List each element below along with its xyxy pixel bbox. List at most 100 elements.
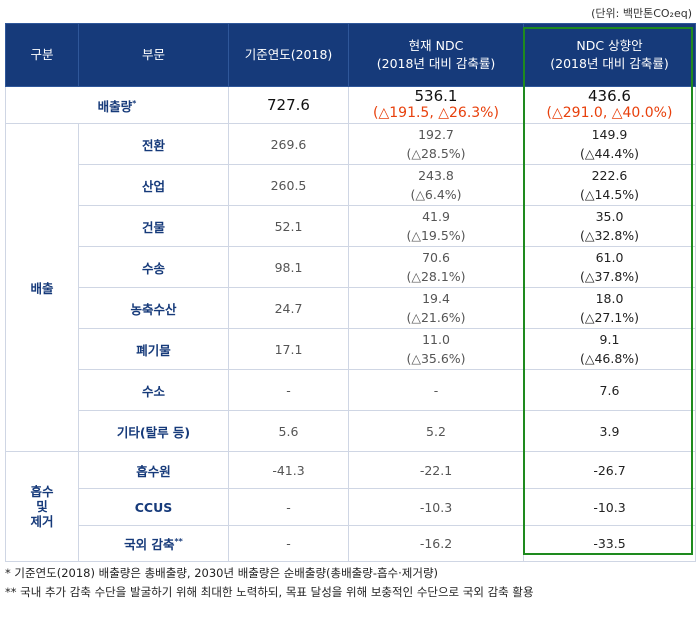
current-rate: (△28.1%) (406, 269, 466, 284)
sector-label: CCUS (78, 488, 229, 526)
sector-label: 산업 (78, 164, 229, 206)
current-value: -10.3 (348, 488, 524, 526)
raised-value: 3.9 (523, 410, 696, 452)
header-current-subtitle: (2018년 대비 감축률) (376, 56, 496, 71)
header-sector: 부문 (78, 23, 229, 87)
raised-cell: 9.1 (△46.8%) (523, 328, 696, 370)
table-row-total: 배출량* 727.6 536.1 (△191.5, △26.3%) 436.6 … (5, 86, 696, 124)
raised-cell: 61.0 (△37.8%) (523, 246, 696, 288)
table-row: 흡수 및 제거 흡수원 -41.3 -22.1 -26.7 (5, 451, 696, 562)
base-value: 5.6 (228, 410, 349, 452)
table-row: 건물 52.1 41.9 (△19.5%) 35.0 (△32.8%) (6, 205, 696, 247)
raised-rate: (△27.1%) (579, 310, 640, 325)
total-raised-rate: (△291.0, △40.0%) (546, 105, 673, 121)
current-rate: (△21.6%) (406, 310, 466, 325)
footnotes: * 기준연도(2018) 배출량은 총배출량, 2030년 배출량은 순배출량(… (5, 564, 534, 602)
table-row: 폐기물 17.1 11.0 (△35.6%) 9.1 (△46.8%) (6, 328, 696, 370)
sector-label: 국외 감축 (124, 537, 175, 552)
absorption-label-line: 및 (36, 499, 48, 514)
current-value: 5.2 (348, 410, 524, 452)
raised-value: -26.7 (523, 451, 696, 489)
raised-value: 222.6 (591, 168, 628, 183)
base-value: 269.6 (228, 123, 349, 165)
table-row: 배출 전환 269.6 192.7 (△28.5%) 149.9 (△44.4%) (5, 123, 696, 452)
header-raised-title: NDC 상향안 (576, 38, 643, 53)
raised-value: 149.9 (591, 127, 628, 142)
current-cell: 243.8 (△6.4%) (348, 164, 524, 206)
header-current-ndc: 현재 NDC (2018년 대비 감축률) (348, 23, 524, 87)
total-base: 727.6 (228, 86, 349, 124)
current-value: 41.9 (422, 209, 450, 224)
raised-value: 18.0 (595, 291, 624, 306)
raised-rate: (△14.5%) (579, 187, 640, 202)
table-header-row: 구분 부문 기준연도(2018) 현재 NDC (2018년 대비 감축률) N… (5, 23, 696, 87)
raised-cell: 35.0 (△32.8%) (523, 205, 696, 247)
base-value: 24.7 (228, 287, 349, 329)
table-row: 국외 감축** - -16.2 -33.5 (6, 525, 696, 562)
total-current-cell: 536.1 (△191.5, △26.3%) (348, 86, 524, 124)
header-raised-ndc: NDC 상향안 (2018년 대비 감축률) (523, 23, 696, 87)
raised-rate: (△46.8%) (579, 351, 640, 366)
table-row: CCUS - -10.3 -10.3 (6, 488, 696, 526)
raised-value: -33.5 (523, 525, 696, 562)
total-label: 배출량 (97, 98, 133, 114)
current-value: 11.0 (422, 332, 450, 347)
base-value: - (228, 488, 349, 526)
raised-rate: (△32.8%) (579, 228, 640, 243)
sector-label: 기타(탈루 등) (78, 410, 229, 452)
base-value: - (228, 369, 349, 411)
current-rate: (△19.5%) (406, 228, 466, 243)
table-row: 농축수산 24.7 19.4 (△21.6%) 18.0 (△27.1%) (6, 287, 696, 329)
current-cell: 192.7 (△28.5%) (348, 123, 524, 165)
current-rate: (△28.5%) (406, 146, 466, 161)
raised-rate: (△37.8%) (579, 269, 640, 284)
base-value: 260.5 (228, 164, 349, 206)
sector-label: 농축수산 (78, 287, 229, 329)
raised-value: 9.1 (599, 332, 620, 347)
sector-label-cell: 국외 감축** (78, 525, 229, 562)
current-value: 70.6 (422, 250, 450, 265)
footnote: ** 국내 추가 감축 수단을 발굴하기 위해 최대한 노력하되, 목표 달성을… (5, 585, 534, 599)
table-row: 기타(탈루 등) 5.6 5.2 3.9 (6, 410, 696, 452)
total-raised: 436.6 (588, 87, 631, 105)
unit-note: (단위: 백만톤CO₂eq) (591, 7, 692, 20)
total-label-cell: 배출량* (5, 86, 229, 124)
current-cell: 11.0 (△35.6%) (348, 328, 524, 370)
emissions-group-label: 배출 (5, 123, 79, 452)
sector-label: 수송 (78, 246, 229, 288)
base-value: 17.1 (228, 328, 349, 370)
total-current-rate: (△191.5, △26.3%) (373, 105, 499, 121)
current-value: - (348, 369, 524, 411)
raised-value: -10.3 (523, 488, 696, 526)
current-value: 19.4 (422, 291, 450, 306)
current-value: -16.2 (348, 525, 524, 562)
sector-label: 전환 (78, 123, 229, 165)
raised-value: 35.0 (595, 209, 624, 224)
total-label-mark: * (132, 98, 137, 108)
header-category: 구분 (5, 23, 79, 87)
absorption-label-line: 흡수 (30, 484, 54, 499)
raised-value: 61.0 (595, 250, 624, 265)
current-value: 192.7 (418, 127, 454, 142)
header-base-year: 기준연도(2018) (228, 23, 349, 87)
sector-label-mark: ** (174, 537, 183, 546)
footnote: * 기준연도(2018) 배출량은 총배출량, 2030년 배출량은 순배출량(… (5, 566, 439, 580)
base-value: 52.1 (228, 205, 349, 247)
table-row: 수송 98.1 70.6 (△28.1%) 61.0 (△37.8%) (6, 246, 696, 288)
header-current-title: 현재 NDC (408, 38, 464, 53)
sector-label: 수소 (78, 369, 229, 411)
base-value: -41.3 (228, 451, 349, 489)
absorption-group-label: 흡수 및 제거 (5, 451, 79, 562)
current-rate: (△6.4%) (410, 187, 462, 202)
raised-cell: 149.9 (△44.4%) (523, 123, 696, 165)
raised-cell: 222.6 (△14.5%) (523, 164, 696, 206)
sector-label: 흡수원 (78, 451, 229, 489)
raised-cell: 18.0 (△27.1%) (523, 287, 696, 329)
base-value: 98.1 (228, 246, 349, 288)
table-row: 산업 260.5 243.8 (△6.4%) 222.6 (△14.5%) (6, 164, 696, 206)
header-raised-subtitle: (2018년 대비 감축률) (550, 56, 669, 71)
current-rate: (△35.6%) (406, 351, 466, 366)
raised-value: 7.6 (523, 369, 696, 411)
sector-label: 건물 (78, 205, 229, 247)
total-current: 536.1 (414, 87, 458, 105)
